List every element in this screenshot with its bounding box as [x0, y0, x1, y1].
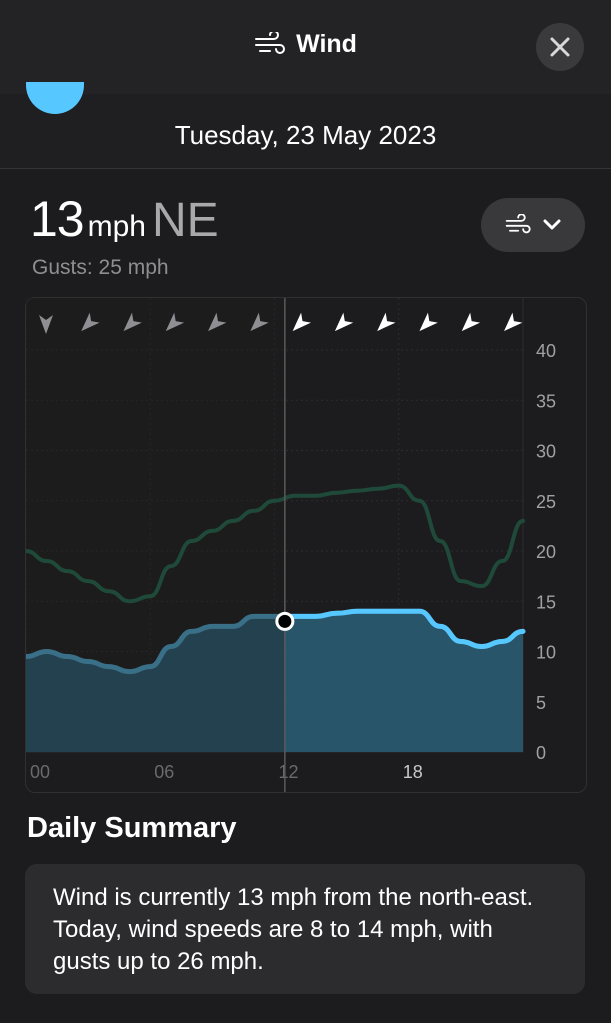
- chevron-down-icon: [543, 219, 561, 230]
- wind-chart-svg[interactable]: 0 5 10 15 20 25 30 35 40 00 06 12 18: [23, 298, 586, 792]
- arrow-icon: [377, 312, 396, 332]
- arrow-icon: [504, 312, 523, 332]
- arrow-icon: [292, 312, 311, 332]
- y-tick-label: 0: [536, 743, 546, 763]
- current-wind: 13 mph NE: [30, 190, 219, 248]
- date-label: Tuesday, 23 May 2023: [174, 120, 437, 150]
- x-tick-label: 12: [279, 762, 299, 782]
- arrow-icon: [419, 312, 438, 332]
- y-tick-label: 5: [536, 693, 546, 713]
- x-tick-label: 06: [154, 762, 174, 782]
- header-title-row: Wind: [0, 30, 611, 63]
- wind-direction-arrow: [419, 312, 438, 332]
- current-value-marker: [275, 611, 295, 631]
- y-tick-label: 10: [536, 643, 556, 663]
- close-button[interactable]: [536, 23, 584, 71]
- wind-direction-arrow: [461, 312, 481, 332]
- arrow-icon: [123, 312, 142, 332]
- y-tick-label: 25: [536, 492, 556, 512]
- summary-title: Daily Summary: [27, 812, 237, 844]
- wind-speed-unit: mph: [87, 210, 146, 243]
- arrow-icon: [461, 312, 481, 332]
- y-tick-label: 35: [536, 391, 556, 411]
- past-shade: [26, 298, 285, 752]
- wind-direction: NE: [151, 194, 219, 247]
- wind-direction-arrow: [250, 312, 269, 332]
- wind-speed-value: 13: [30, 191, 85, 247]
- wind-chart[interactable]: 0 5 10 15 20 25 30 35 40 00 06 12 18: [23, 297, 587, 793]
- page-title: Wind: [296, 30, 357, 58]
- y-tick-label: 30: [536, 442, 556, 462]
- wind-direction-arrow: [504, 312, 523, 332]
- arrow-icon: [165, 312, 185, 332]
- wind-speed-area: [26, 611, 523, 752]
- wind-icon: [505, 214, 531, 234]
- wind-direction-arrow: [123, 312, 142, 332]
- y-tick-label: 15: [536, 592, 556, 612]
- wind-direction-arrow: [292, 312, 311, 332]
- arrow-icon: [334, 312, 354, 332]
- wind-icon: [254, 30, 288, 63]
- arrow-icon: [81, 312, 100, 332]
- wind-direction-arrow: [165, 312, 185, 332]
- wind-direction-arrow: [81, 312, 100, 332]
- summary-text: Wind is currently 13 mph from the north-…: [53, 884, 534, 975]
- arrow-icon: [250, 312, 269, 332]
- summary-card: Wind is currently 13 mph from the north-…: [25, 864, 585, 994]
- x-tick-label: 00: [30, 762, 50, 782]
- arrow-icon: [39, 315, 53, 334]
- gusts-label: Gusts: 25 mph: [32, 256, 169, 279]
- wind-speed-line: [284, 608, 526, 649]
- wind-direction-arrow: [39, 315, 53, 334]
- wind-direction-arrow: [208, 312, 227, 332]
- close-icon: [550, 37, 570, 57]
- wind-direction-arrow: [334, 312, 354, 332]
- y-tick-label: 20: [536, 542, 556, 562]
- y-tick-label: 40: [536, 341, 556, 361]
- x-tick-label: 18: [403, 762, 423, 782]
- gust-line: [24, 483, 525, 604]
- metric-selector-button[interactable]: [481, 198, 585, 252]
- header-bar: Wind: [0, 0, 611, 94]
- arrow-icon: [208, 312, 227, 332]
- day-strip: [0, 94, 611, 169]
- wind-direction-arrow: [377, 312, 396, 332]
